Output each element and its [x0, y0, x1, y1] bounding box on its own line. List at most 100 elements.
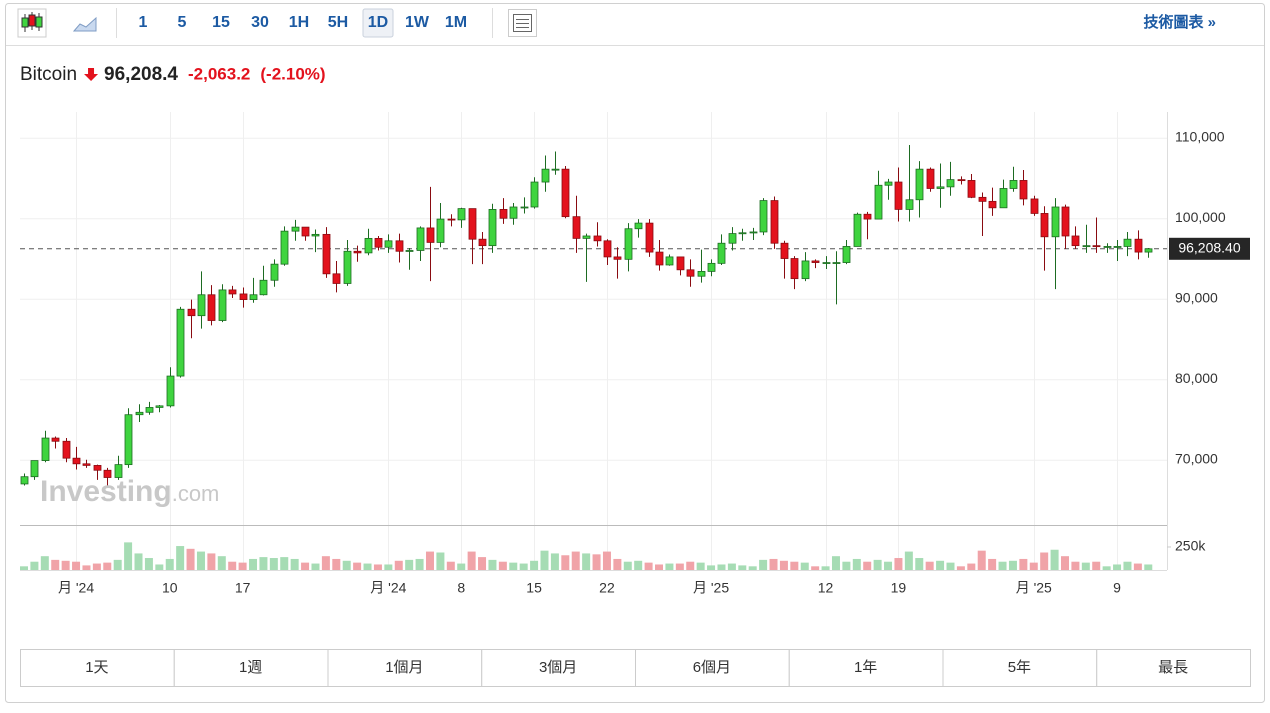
interval-button[interactable]: 1D	[362, 8, 394, 38]
candle	[530, 177, 539, 209]
candle-body	[572, 216, 581, 239]
candle-body	[509, 206, 518, 219]
volume-bar	[238, 562, 247, 570]
candle-body	[270, 263, 279, 281]
candle	[915, 161, 924, 218]
interval-button[interactable]: 15	[212, 14, 230, 31]
candle	[551, 151, 560, 175]
candle-body	[499, 209, 508, 219]
interval-label: 1H	[289, 14, 309, 31]
volume-bar	[446, 561, 455, 570]
x-tick-label: 10	[162, 580, 178, 596]
line-icon[interactable]	[72, 16, 97, 32]
range-box	[481, 649, 636, 687]
candle-body	[145, 407, 154, 413]
volume-bar	[176, 546, 185, 570]
volume-bar	[134, 553, 143, 570]
candle	[332, 260, 341, 293]
candle-body	[999, 188, 1008, 209]
volume-bar	[311, 563, 320, 570]
candle-icon[interactable]	[17, 8, 47, 38]
candle-body	[457, 208, 466, 221]
range-button[interactable]: 1週	[173, 649, 329, 687]
range-button[interactable]: 1年	[788, 649, 944, 687]
volume-bar	[936, 560, 945, 570]
volume-bar	[873, 559, 882, 570]
candle	[478, 231, 487, 265]
candle-body	[1092, 245, 1101, 248]
candle	[259, 265, 268, 296]
x-tick-label: 22	[599, 580, 615, 596]
volume-bar	[436, 552, 445, 570]
candle	[780, 240, 789, 279]
candle	[905, 145, 914, 222]
volume-bar	[467, 551, 476, 570]
candle-body	[1019, 180, 1028, 200]
y-tick-label: 80,000	[1175, 370, 1218, 386]
candle-body	[738, 232, 747, 235]
volume-bar	[342, 560, 351, 570]
candle-body	[218, 289, 227, 321]
interval-button[interactable]: 1M	[445, 14, 467, 31]
volume-bar	[30, 561, 39, 570]
interval-label: 15	[212, 14, 230, 31]
candle-body	[634, 222, 643, 230]
volume-bar	[1081, 562, 1090, 570]
candle	[645, 219, 654, 257]
range-label: 1年	[854, 659, 877, 676]
candle	[801, 252, 810, 282]
volume-bar	[269, 558, 278, 570]
volume-bar	[904, 551, 913, 570]
candle	[561, 165, 570, 219]
candle-body	[822, 262, 831, 264]
interval-button[interactable]: 30	[251, 14, 269, 31]
range-button[interactable]: 1個月	[327, 649, 483, 687]
candle-body	[842, 246, 851, 263]
technical-chart-link[interactable]: 技術圖表 »	[1143, 13, 1216, 31]
range-button[interactable]: 最長	[1096, 649, 1251, 687]
candle-body	[1082, 245, 1091, 248]
candle-body	[197, 294, 206, 317]
candle	[884, 178, 893, 200]
volume-bar	[519, 563, 528, 570]
candle-body	[228, 289, 237, 295]
candle	[353, 245, 362, 262]
interval-button[interactable]: 1W	[405, 14, 430, 31]
candle-body	[1123, 238, 1132, 247]
volume-bar	[946, 562, 955, 570]
candle-body	[488, 209, 497, 247]
volume-bar	[249, 558, 258, 570]
candle	[395, 233, 404, 263]
candle-body	[395, 240, 404, 252]
volume-bar	[20, 566, 28, 570]
candle	[384, 234, 393, 253]
volume-bar	[113, 559, 122, 570]
range-button[interactable]: 1天	[20, 649, 175, 687]
candle-body	[749, 231, 758, 234]
interval-button[interactable]: 1H	[289, 14, 309, 31]
candle-body	[72, 457, 81, 465]
range-button[interactable]: 5年	[942, 649, 1098, 687]
interval-label: 1W	[405, 14, 430, 31]
range-button[interactable]: 6個月	[635, 649, 790, 687]
range-button[interactable]: 3個月	[481, 649, 636, 687]
volume-bar	[540, 550, 549, 570]
candle	[228, 285, 237, 298]
candle-body	[1113, 246, 1122, 248]
x-tick-label: 月 '24	[370, 580, 406, 596]
candle	[1030, 195, 1039, 216]
volume-bar	[748, 566, 757, 570]
interval-button[interactable]: 5H	[328, 14, 348, 31]
candle-body	[1030, 198, 1039, 214]
candle	[624, 223, 633, 272]
candle-body	[676, 256, 685, 271]
volume-bar	[821, 566, 830, 570]
candle	[1071, 226, 1080, 249]
interval-button[interactable]: 5	[178, 14, 187, 31]
candle	[468, 208, 477, 265]
volume-bar	[769, 558, 778, 570]
candle	[207, 285, 216, 326]
interval-button[interactable]: 1	[139, 14, 148, 31]
table-icon[interactable]	[508, 9, 537, 37]
y-tick-label: 100,000	[1175, 209, 1226, 225]
